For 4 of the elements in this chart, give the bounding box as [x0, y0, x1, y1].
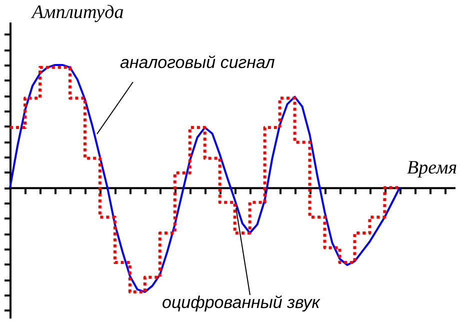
annotation: аналоговый сигнал — [120, 53, 276, 72]
text: оцифрованный звук — [162, 293, 321, 312]
x-axis-title: Время — [407, 158, 458, 179]
y-axis-title: Амплитуда — [30, 2, 124, 23]
